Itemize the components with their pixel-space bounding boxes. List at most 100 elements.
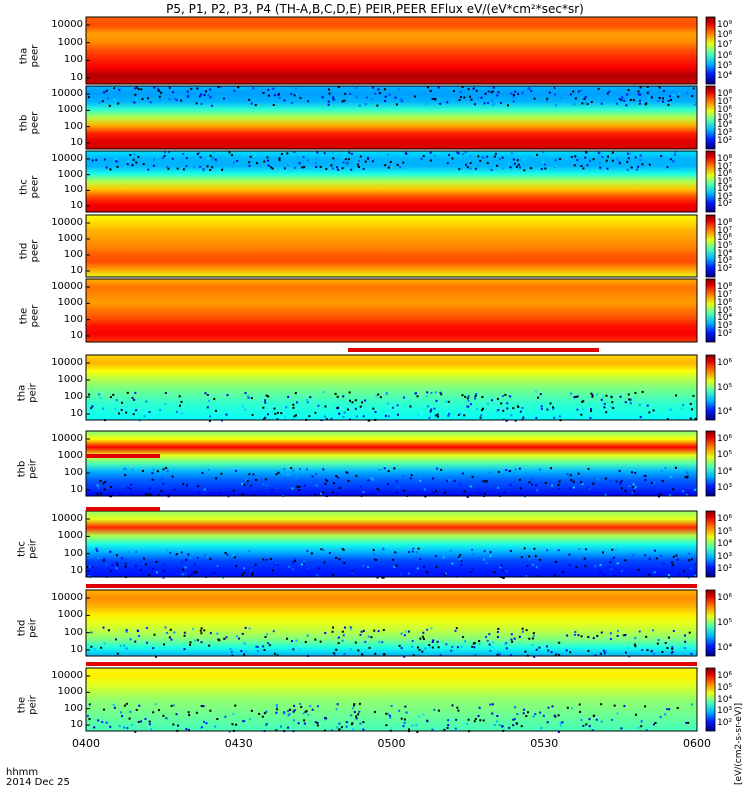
- noise-pixel: [185, 157, 188, 160]
- noise-pixel: [437, 157, 440, 160]
- noise-pixel: [126, 163, 129, 166]
- noise-pixel: [275, 708, 278, 711]
- noise-pixel: [99, 396, 102, 399]
- noise-pixel: [570, 392, 573, 395]
- noise-pixel: [243, 642, 246, 645]
- noise-pixel: [573, 633, 576, 636]
- noise-pixel: [669, 476, 672, 479]
- noise-pixel: [187, 553, 190, 556]
- noise-pixel: [434, 391, 437, 394]
- noise-pixel: [644, 103, 647, 106]
- noise-pixel: [412, 547, 415, 550]
- noise-pixel: [474, 395, 477, 398]
- noise-pixel: [489, 555, 492, 558]
- noise-pixel: [254, 104, 257, 107]
- noise-pixel: [493, 155, 496, 158]
- spectrogram-image: [86, 431, 697, 496]
- noise-pixel: [474, 397, 477, 400]
- noise-pixel: [526, 564, 529, 567]
- spectrogram-image: [86, 86, 697, 149]
- noise-pixel: [194, 488, 197, 491]
- colorbar: [705, 16, 716, 85]
- noise-pixel: [684, 640, 687, 643]
- noise-pixel: [558, 653, 561, 656]
- noise-pixel: [152, 647, 155, 650]
- noise-pixel: [241, 632, 244, 635]
- noise-pixel: [449, 549, 452, 552]
- noise-pixel: [187, 728, 190, 731]
- noise-pixel: [475, 407, 478, 410]
- noise-pixel: [193, 563, 196, 566]
- noise-pixel: [594, 565, 597, 568]
- noise-pixel: [216, 632, 219, 635]
- noise-pixel: [355, 95, 358, 98]
- noise-pixel: [472, 568, 475, 571]
- noise-pixel: [385, 393, 388, 396]
- noise-pixel: [168, 151, 171, 154]
- noise-pixel: [510, 152, 513, 155]
- noise-pixel: [185, 165, 188, 168]
- noise-pixel: [95, 159, 98, 162]
- noise-pixel: [639, 158, 642, 161]
- noise-pixel: [473, 720, 476, 723]
- noise-pixel: [501, 725, 504, 728]
- noise-pixel: [125, 702, 128, 705]
- noise-pixel: [537, 396, 540, 399]
- noise-pixel: [557, 575, 560, 578]
- noise-pixel: [586, 102, 589, 105]
- noise-pixel: [351, 707, 354, 710]
- noise-pixel: [409, 493, 412, 496]
- noise-pixel: [417, 414, 420, 417]
- noise-pixel: [265, 484, 268, 487]
- noise-pixel: [213, 398, 216, 401]
- noise-pixel: [483, 558, 486, 561]
- noise-pixel: [398, 88, 401, 91]
- noise-pixel: [382, 629, 385, 632]
- noise-pixel: [135, 161, 138, 164]
- noise-pixel: [357, 649, 360, 652]
- noise-pixel: [447, 724, 450, 727]
- noise-pixel: [597, 151, 600, 154]
- noise-pixel: [118, 412, 121, 415]
- noise-pixel: [426, 405, 429, 408]
- noise-pixel: [585, 151, 588, 154]
- noise-pixel: [691, 95, 694, 98]
- noise-pixel: [694, 563, 697, 566]
- noise-pixel: [516, 159, 519, 162]
- noise-pixel: [359, 722, 362, 725]
- noise-pixel: [615, 548, 618, 551]
- spectrogram-image: [86, 17, 697, 84]
- noise-pixel: [293, 709, 296, 712]
- noise-pixel: [162, 576, 165, 579]
- noise-pixel: [343, 411, 346, 414]
- noise-pixel: [314, 721, 317, 724]
- noise-pixel: [529, 167, 532, 170]
- noise-pixel: [316, 574, 319, 577]
- noise-pixel: [451, 704, 454, 707]
- noise-pixel: [466, 722, 469, 725]
- noise-pixel: [616, 562, 619, 565]
- noise-pixel: [338, 558, 341, 561]
- noise-pixel: [370, 477, 373, 480]
- noise-pixel: [278, 96, 281, 99]
- noise-pixel: [616, 712, 619, 715]
- colorbar-tick-label: 10³: [717, 551, 733, 562]
- noise-pixel: [125, 411, 128, 414]
- noise-pixel: [653, 549, 656, 552]
- noise-pixel: [606, 94, 609, 97]
- noise-pixel: [152, 468, 155, 471]
- noise-pixel: [393, 467, 396, 470]
- noise-pixel: [417, 547, 420, 550]
- noise-pixel: [244, 392, 247, 395]
- noise-pixel: [162, 570, 165, 573]
- noise-pixel: [302, 160, 305, 163]
- noise-pixel: [575, 566, 578, 569]
- noise-pixel: [637, 165, 640, 168]
- noise-pixel: [584, 565, 587, 568]
- noise-pixel: [395, 480, 398, 483]
- noise-pixel: [532, 632, 535, 635]
- colorbar-tick-label: 10⁴: [717, 71, 733, 81]
- noise-pixel: [103, 642, 106, 645]
- noise-pixel: [519, 487, 522, 490]
- noise-pixel: [422, 637, 425, 640]
